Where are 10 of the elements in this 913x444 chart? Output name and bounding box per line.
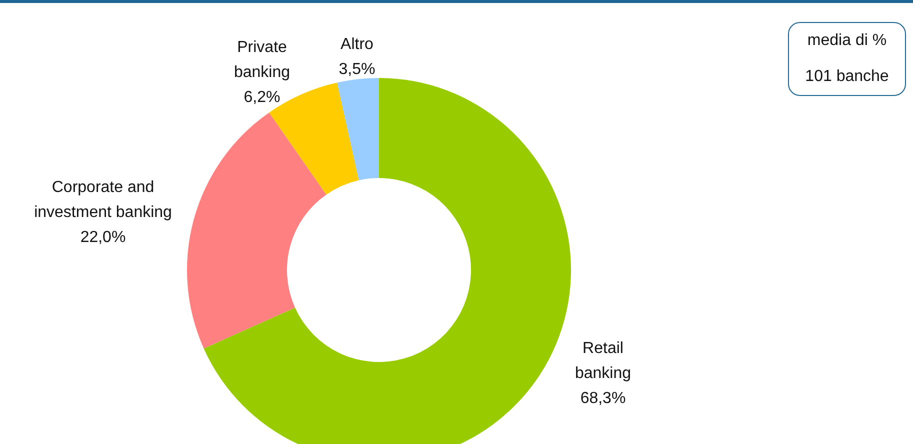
slice-label: Altro [340, 36, 374, 53]
data-label: 68,3% [580, 390, 626, 407]
text: 101 banche [805, 68, 889, 86]
data-label: 3,5% [338, 61, 376, 78]
data-label: 6,2% [244, 89, 280, 106]
slice-label: Private banking [234, 39, 290, 81]
text: media di % [807, 32, 887, 50]
slice-label: Corporate and investment banking [34, 179, 172, 221]
data-label: 22,0% [80, 229, 126, 246]
slice-label: Retail banking [574, 340, 632, 382]
